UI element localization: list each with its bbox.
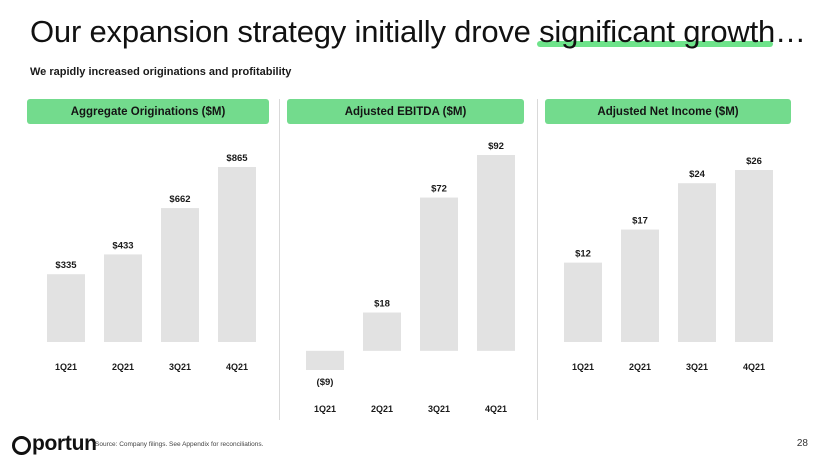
originations-category-label: 3Q21	[169, 362, 191, 372]
ebitda-value-label: $18	[374, 299, 390, 310]
originations-value-label: $335	[55, 260, 77, 271]
panel-divider	[279, 99, 280, 420]
slide-subtitle: We rapidly increased originations and pr…	[30, 66, 292, 78]
net-income-bar	[678, 183, 716, 342]
panel-divider	[537, 99, 538, 420]
title-text: Our expansion strategy initially drove	[30, 14, 540, 49]
originations-bar	[218, 167, 256, 342]
title-highlight: significant growth	[537, 14, 776, 49]
ebitda-bar	[477, 155, 515, 351]
ebitda-value-label: ($9)	[317, 377, 334, 388]
net-income-chart-title: Adjusted Net Income ($M)	[545, 99, 791, 124]
ebitda-category-label: 3Q21	[428, 404, 450, 414]
originations-value-label: $662	[169, 194, 190, 205]
originations-category-label: 4Q21	[226, 362, 248, 372]
oportun-logo: portun	[12, 432, 97, 456]
originations-value-label: $433	[112, 240, 133, 251]
ebitda-bar	[363, 312, 401, 351]
net-income-category-label: 2Q21	[629, 362, 651, 372]
originations-bar	[161, 208, 199, 342]
net-income-value-label: $26	[746, 156, 762, 167]
net-income-value-label: $17	[632, 216, 648, 227]
logo-mark-icon	[12, 435, 31, 455]
originations-category-label: 1Q21	[55, 362, 77, 372]
net-income-bar	[735, 170, 773, 342]
originations-chart-title: Aggregate Originations ($M)	[27, 99, 269, 124]
page-number: 28	[796, 438, 808, 449]
originations-bar	[47, 274, 85, 342]
ebitda-bar	[420, 197, 458, 351]
originations-category-label: 2Q21	[112, 362, 134, 372]
net-income-bar	[621, 229, 659, 342]
ebitda-category-label: 1Q21	[314, 404, 336, 414]
originations-value-label: $865	[226, 153, 248, 164]
ebitda-category-label: 2Q21	[371, 404, 393, 414]
net-income-category-label: 1Q21	[572, 362, 594, 372]
ebitda-chart-title: Adjusted EBITDA ($M)	[287, 99, 524, 124]
ebitda-bar	[306, 350, 344, 370]
ebitda-value-label: $92	[488, 141, 504, 152]
net-income-category-label: 3Q21	[686, 362, 708, 372]
ebitda-category-label: 4Q21	[485, 404, 507, 414]
net-income-category-label: 4Q21	[743, 362, 765, 372]
source-footnote: Source: Company filings. See Appendix fo…	[95, 441, 264, 448]
title-ellipsis: …	[775, 14, 806, 49]
net-income-value-label: $12	[575, 249, 591, 260]
logo-wordmark: portun	[32, 432, 97, 455]
net-income-value-label: $24	[689, 169, 706, 180]
originations-bar	[104, 254, 142, 342]
slide-title: Our expansion strategy initially drove s…	[30, 14, 806, 50]
ebitda-value-label: $72	[431, 184, 447, 195]
net-income-bar	[564, 262, 602, 342]
